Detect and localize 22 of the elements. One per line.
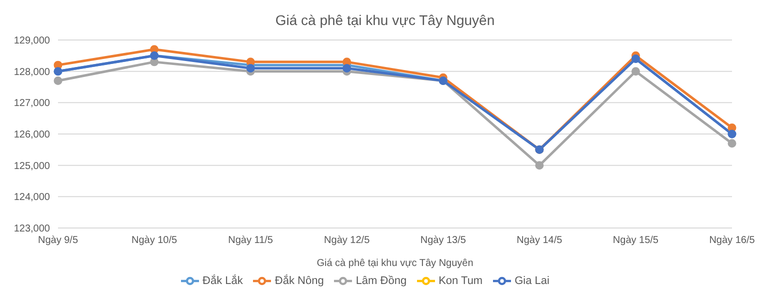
x-tick-label: Ngày 14/5: [516, 235, 563, 246]
legend-label: Lâm Đồng: [356, 274, 407, 287]
y-tick-label: 123,000: [14, 224, 50, 235]
y-tick-label: 125,000: [14, 160, 50, 172]
y-tick-label: 124,000: [14, 192, 50, 204]
chart-title: Giá cà phê tại khu vực Tây Nguyên: [274, 11, 496, 30]
y-tick-label: 129,000: [14, 36, 50, 47]
x-tick-label: Ngày 12/5: [324, 235, 370, 246]
legend-label: Gia Lai: [514, 274, 550, 287]
x-tick-label: Ngày 9/5: [38, 235, 78, 246]
x-axis-title: Giá cà phê tại khu vực Tây Nguyên: [316, 258, 474, 269]
y-tick-label: 126,000: [14, 130, 50, 141]
x-tick-label: Ngày 15/5: [612, 235, 659, 246]
x-tick-label: Ngày 11/5: [228, 235, 274, 246]
y-tick-label: 128,000: [14, 66, 50, 78]
legend-label: Đắk Lắk: [202, 274, 243, 287]
x-tick-label: Ngày 10/5: [131, 235, 178, 246]
x-tick-label: Ngày 13/5: [420, 235, 466, 246]
legend-label: Đắk Nông: [274, 274, 324, 287]
x-tick-label: Ngày 16/5: [709, 235, 756, 246]
legend-label: Kon Tum: [438, 274, 483, 287]
y-tick-label: 127,000: [14, 98, 50, 110]
